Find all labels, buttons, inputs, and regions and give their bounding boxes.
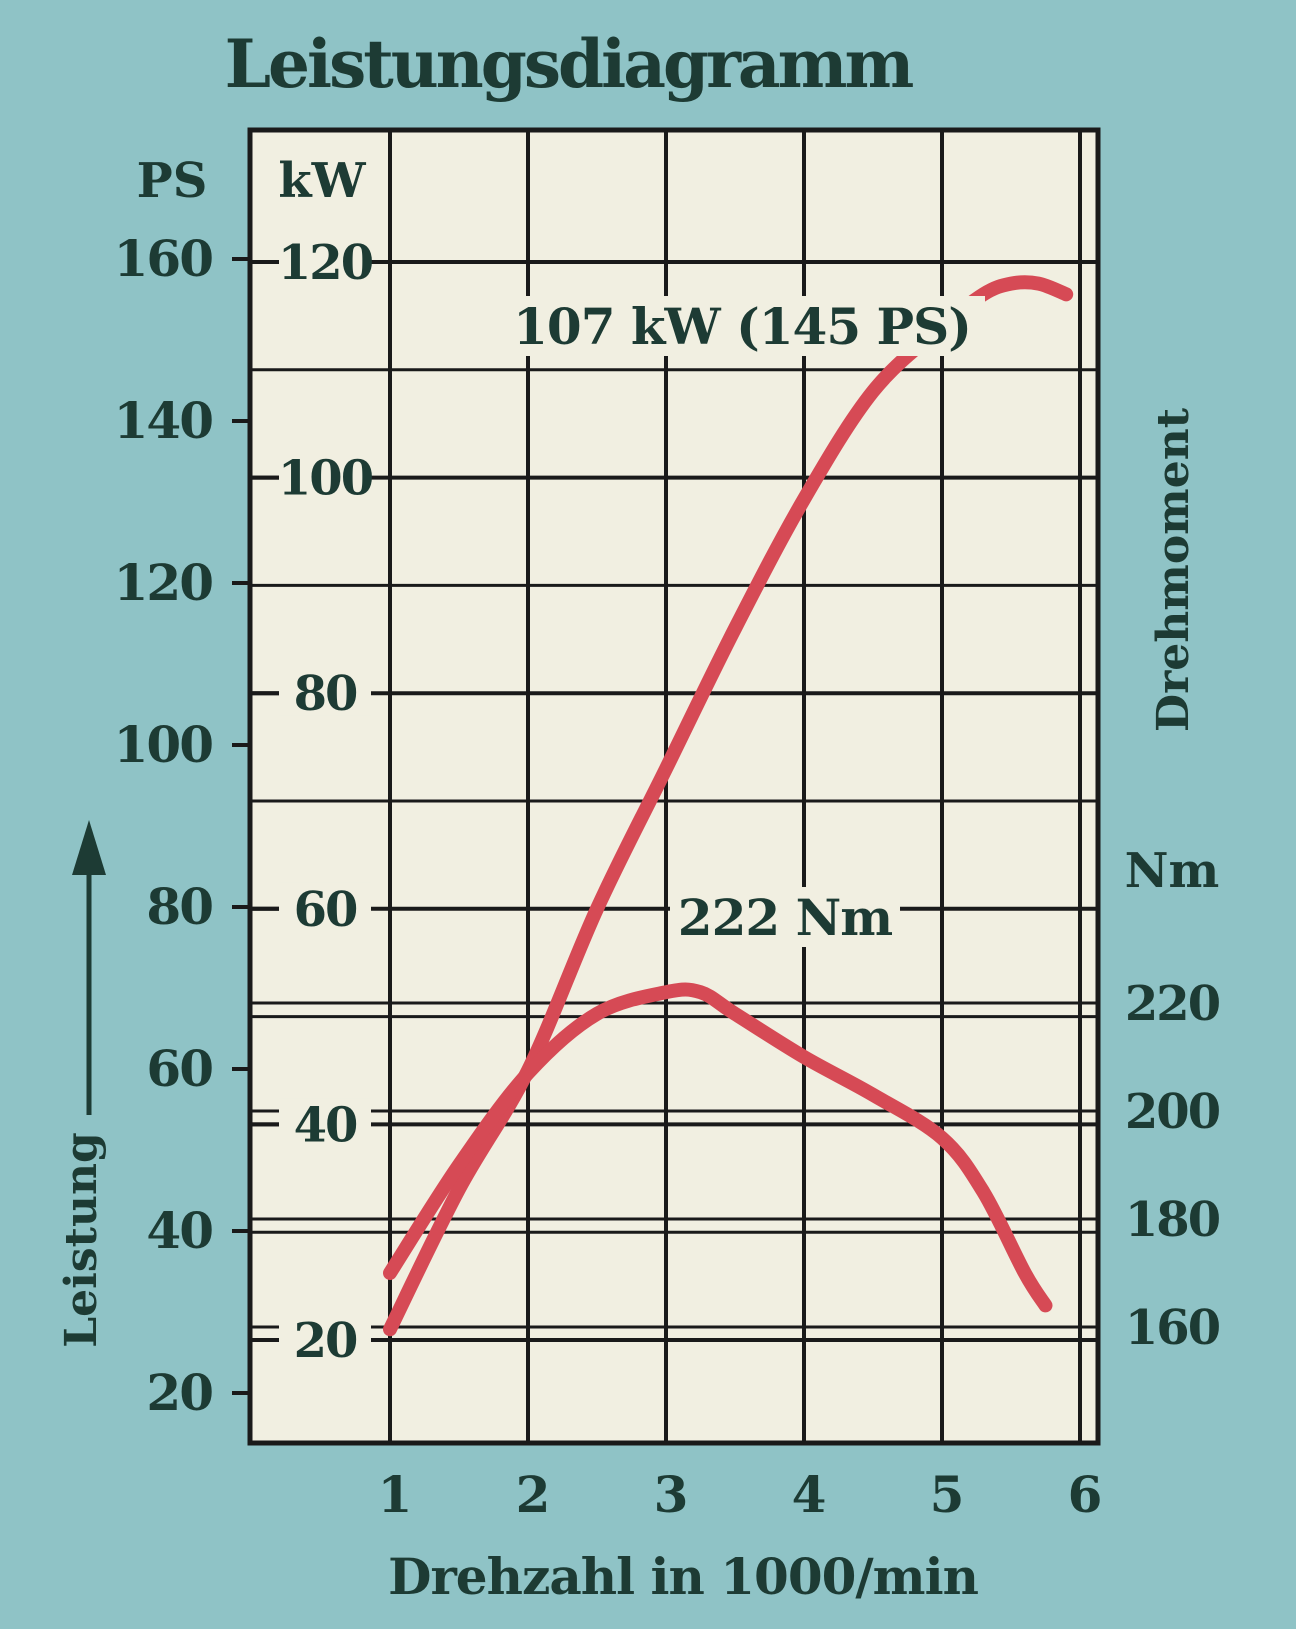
power-peak-label-bg xyxy=(500,296,985,356)
arrow-up-icon xyxy=(72,820,106,1115)
kw-tick-label: 60 xyxy=(294,882,357,938)
ps-tick-label: 160 xyxy=(114,229,213,288)
x-axis-label: Drehzahl in 1000/min xyxy=(388,1547,978,1606)
kw-unit-label: kW xyxy=(278,153,366,209)
ps-tick-label: 60 xyxy=(146,1039,212,1098)
kw-tick-label: 100 xyxy=(278,451,373,507)
ps-tick-label: 80 xyxy=(146,877,212,936)
x-tick-label: 2 xyxy=(516,1465,551,1524)
ps-tick-label: 100 xyxy=(114,715,213,774)
torque-peak-label-bg xyxy=(670,887,900,947)
kw-label-bg xyxy=(279,882,371,931)
nm-axis: 160 180 200 220 xyxy=(1125,976,1222,1356)
chart-title: Leistungsdiagramm xyxy=(225,25,914,103)
left-axis-label: Leistung xyxy=(56,1132,107,1348)
annotations: 107 kW (145 PS) 222 Nm xyxy=(500,296,985,947)
ps-axis: 20 40 60 80 100 120 140 160 xyxy=(114,229,250,1422)
x-tick-label: 3 xyxy=(654,1465,689,1524)
grid xyxy=(250,130,1098,1443)
kw-axis: 20 40 60 80 100 120 xyxy=(250,235,375,1369)
kw-label-bg xyxy=(279,236,371,284)
x-tick-label: 5 xyxy=(930,1465,965,1524)
nm-tick-label: 160 xyxy=(1125,1300,1220,1356)
nm-tick-label: 200 xyxy=(1125,1084,1220,1140)
kw-label-bg xyxy=(279,1098,371,1147)
ps-unit-label: PS xyxy=(137,153,208,209)
torque-curve xyxy=(383,982,1053,1313)
x-axis: 1 2 3 4 5 6 xyxy=(378,1465,1103,1524)
ps-tick-label: 120 xyxy=(114,553,213,612)
power-peak-label: 107 kW (145 PS) xyxy=(513,297,971,356)
nm-unit-label: Nm xyxy=(1125,843,1220,899)
nm-tick-label: 220 xyxy=(1125,976,1220,1032)
ps-tick-label: 40 xyxy=(146,1201,212,1260)
curves xyxy=(383,275,1074,1337)
ps-tick-label: 140 xyxy=(114,391,213,450)
kw-label-bg xyxy=(279,1314,371,1362)
kw-tick-label: 120 xyxy=(278,235,373,291)
torque-peak-label: 222 Nm xyxy=(678,888,892,947)
x-tick-label: 1 xyxy=(378,1465,413,1524)
kw-tick-label: 40 xyxy=(294,1097,357,1153)
kw-tick-label: 80 xyxy=(294,666,357,722)
right-axis-label: Drehmoment xyxy=(1148,407,1199,732)
ps-tick-label: 20 xyxy=(146,1363,212,1422)
kw-tick-label: 20 xyxy=(294,1313,357,1369)
x-tick-label: 6 xyxy=(1068,1465,1103,1524)
nm-tick-label: 180 xyxy=(1125,1192,1220,1248)
kw-label-bg xyxy=(279,667,371,716)
x-tick-label: 4 xyxy=(792,1465,827,1524)
kw-label-bg xyxy=(279,451,371,500)
